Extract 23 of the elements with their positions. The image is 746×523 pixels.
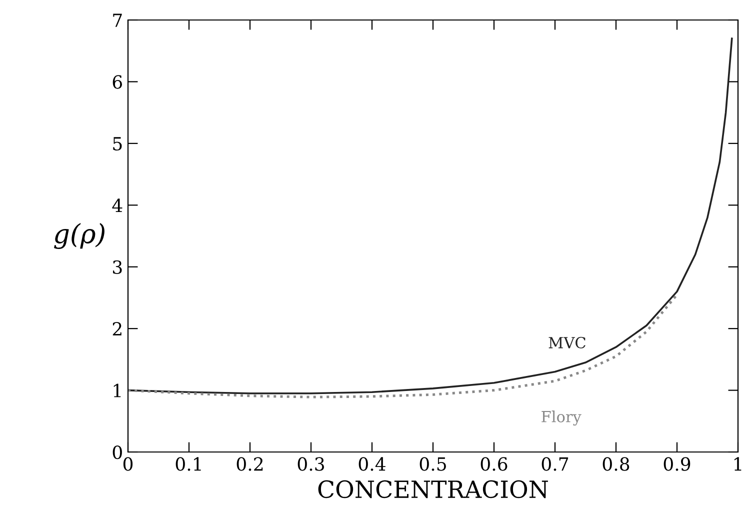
y-tick-label: 2 <box>112 322 122 336</box>
y-tick-label: 7 <box>113 14 122 27</box>
y-tick-label: 4 <box>112 198 122 212</box>
x-axis-title: CONCENTRACION <box>318 480 548 498</box>
x-tick-label: 0.6 <box>480 457 508 471</box>
y-tick-label: 6 <box>112 75 122 89</box>
y-tick-label: 5 <box>113 137 122 151</box>
y-axis-title: g(ρ) <box>54 223 104 249</box>
x-tick-label: 0.1 <box>176 457 201 471</box>
y-tick-label: 1 <box>114 384 121 398</box>
series-label: MVC <box>548 336 586 348</box>
x-tick-label: 0.9 <box>664 457 690 471</box>
x-tick-label: 0.8 <box>602 457 630 471</box>
x-tick-label: 1 <box>734 457 742 471</box>
series-label: Flory <box>542 410 582 426</box>
x-tick-label: 0.3 <box>298 457 324 471</box>
y-tick-label: 0 <box>112 445 122 460</box>
x-tick-label: 0.2 <box>236 457 263 471</box>
y-tick-label: 3 <box>113 260 122 274</box>
x-tick-label: 0.7 <box>542 457 568 471</box>
x-tick-label: 0 <box>123 457 133 471</box>
x-tick-label: 0.4 <box>358 457 386 471</box>
x-tick-label: 0.5 <box>420 457 446 471</box>
